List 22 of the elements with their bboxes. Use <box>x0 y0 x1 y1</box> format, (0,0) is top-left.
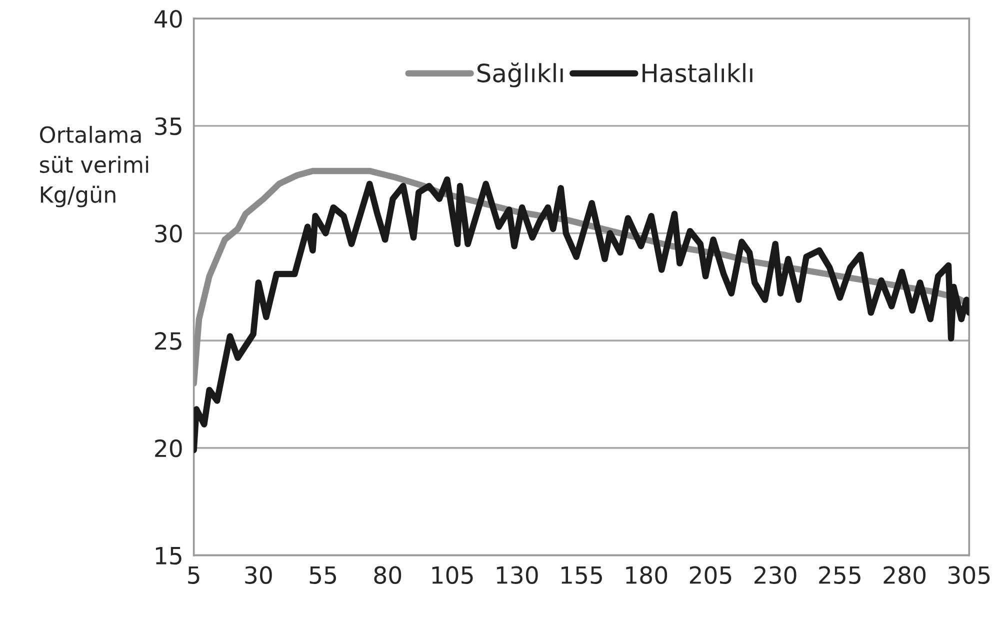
y-tick-label: 20 <box>155 439 182 458</box>
legend-label: Hastalıklı <box>642 63 752 82</box>
x-tick-label: 255 <box>819 566 860 584</box>
legend-label: Sağlıklı <box>477 62 563 88</box>
x-tick-label: 305 <box>948 566 990 584</box>
x-tick-label: 280 <box>884 566 926 584</box>
y-tick-label: 15 <box>156 547 182 565</box>
x-tick-label: 230 <box>754 566 796 584</box>
x-tick-label: 205 <box>690 566 732 584</box>
x-tick-label: 5 <box>188 566 200 584</box>
x-tick-label: 155 <box>562 566 602 584</box>
x-tick-label: 80 <box>374 566 402 584</box>
x-tick-label: 30 <box>245 566 272 584</box>
y-tick-label: 30 <box>155 224 182 243</box>
y-tick-label: 35 <box>155 117 182 136</box>
y-axis-title: Ortalama süt verimi Kg/gün <box>40 126 148 208</box>
x-tick-label: 180 <box>626 566 668 584</box>
x-tick-label: 130 <box>496 566 538 584</box>
y-tick-label: 40 <box>154 10 182 28</box>
x-tick-label: 105 <box>432 566 473 584</box>
y-tick-label: 25 <box>155 332 182 350</box>
x-tick-label: 55 <box>310 566 336 584</box>
